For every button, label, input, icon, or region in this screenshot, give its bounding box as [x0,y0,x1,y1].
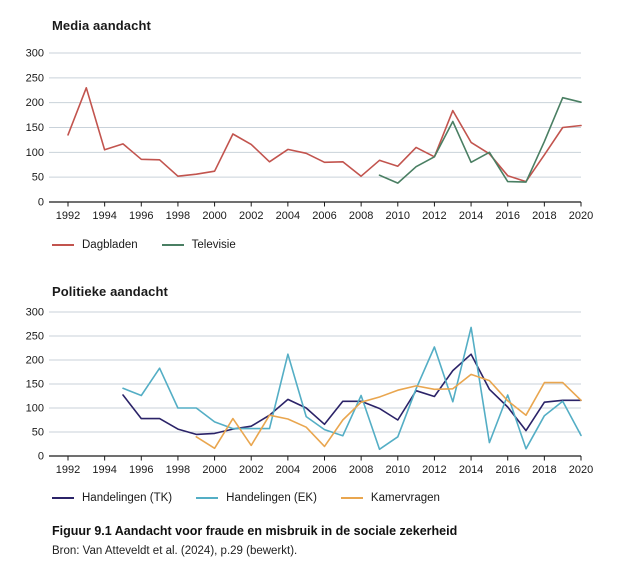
x-axis-tick-label: 2012 [422,210,446,222]
x-axis-tick-label: 2008 [349,464,373,476]
y-axis-tick-label: 50 [32,427,44,439]
x-axis-tick-label: 2016 [495,210,519,222]
politics-chart-legend: Handelingen (TK) Handelingen (EK) Kamervra… [52,492,440,504]
legend-label-handelingen-tk: Handelingen (TK) [82,492,173,504]
legend-line-swatch-handelingen-tk [52,497,74,499]
series-line-dagbladen [67,87,582,183]
politics-chart-title: Politieke aandacht [52,284,168,299]
x-axis-tick-label: 2012 [422,464,446,476]
series-line-kamervragen [195,373,582,450]
legend-item-handelingen-ek: Handelingen (EK) [196,492,317,504]
x-axis-tick-label: 2000 [202,210,226,222]
x-axis-tick-label: 1992 [56,464,80,476]
legend-label-dagbladen: Dagbladen [82,239,138,251]
x-axis-tick-label: 1996 [129,210,153,222]
x-axis-tick-label: 2010 [386,464,410,476]
media-chart-title: Media aandacht [52,18,151,33]
series-line-handelingen-tk [122,353,582,436]
series-line-televisie [378,96,582,184]
legend-item-dagbladen: Dagbladen [52,239,138,251]
y-axis-tick-label: 300 [26,307,44,319]
media-chart-legend: Dagbladen Televisie [52,239,236,251]
x-axis-tick-label: 2004 [276,464,300,476]
x-axis-tick-label: 2002 [239,210,263,222]
legend-label-kamervragen: Kamervragen [370,492,440,504]
y-axis-tick-label: 200 [26,97,44,109]
x-axis-tick-label: 2020 [569,464,593,476]
y-axis-tick-label: 200 [26,355,44,367]
legend-label-handelingen-ek: Handelingen (EK) [226,492,317,504]
series-line-handelingen-ek [122,326,582,451]
x-axis-tick-label: 2014 [459,210,483,222]
y-axis-tick-label: 50 [32,172,44,184]
x-axis-tick-label: 2006 [312,210,336,222]
x-axis-tick-label: 2010 [386,210,410,222]
y-axis-tick-label: 250 [26,331,44,343]
y-axis-tick-label: 150 [26,379,44,391]
y-axis-tick-label: 300 [26,48,44,60]
legend-item-kamervragen: Kamervragen [340,492,440,504]
x-axis-tick-label: 2016 [495,464,519,476]
legend-item-televisie: Televisie [161,239,236,251]
legend-line-swatch-handelingen-ek [196,497,219,499]
y-axis-tick-label: 150 [26,122,44,134]
y-axis-tick-label: 100 [26,147,44,159]
x-axis-tick-label: 2004 [276,210,300,222]
x-axis-tick-label: 2006 [312,464,336,476]
x-axis-tick-label: 1998 [166,210,190,222]
x-axis-tick-label: 2002 [239,464,263,476]
x-axis-tick-label: 1998 [166,464,190,476]
y-axis-tick-label: 0 [38,197,44,209]
legend-line-swatch-kamervragen [340,497,363,499]
x-axis-tick-label: 2008 [349,210,373,222]
legend-line-swatch-dagbladen [52,244,74,246]
x-axis-tick-label: 2020 [569,210,593,222]
x-axis-tick-label: 1992 [56,210,80,222]
x-axis-tick-label: 1996 [129,464,153,476]
x-axis-tick-label: 2014 [459,464,483,476]
figure-caption: Figuur 9.1 Aandacht voor fraude en misbr… [52,524,458,538]
y-axis-tick-label: 0 [38,451,44,463]
y-axis-tick-label: 250 [26,72,44,84]
x-axis-tick-label: 2018 [532,464,556,476]
y-axis-tick-label: 100 [26,403,44,415]
legend-line-swatch-televisie [161,244,184,246]
figure-source: Bron: Van Atteveldt et al. (2024), p.29 … [52,545,298,557]
x-axis-tick-label: 1994 [92,464,116,476]
x-axis-tick-label: 2000 [202,464,226,476]
legend-label-televisie: Televisie [191,239,236,251]
x-axis-tick-label: 2018 [532,210,556,222]
x-axis-tick-label: 1994 [92,210,116,222]
legend-item-handelingen-tk: Handelingen (TK) [52,492,172,504]
